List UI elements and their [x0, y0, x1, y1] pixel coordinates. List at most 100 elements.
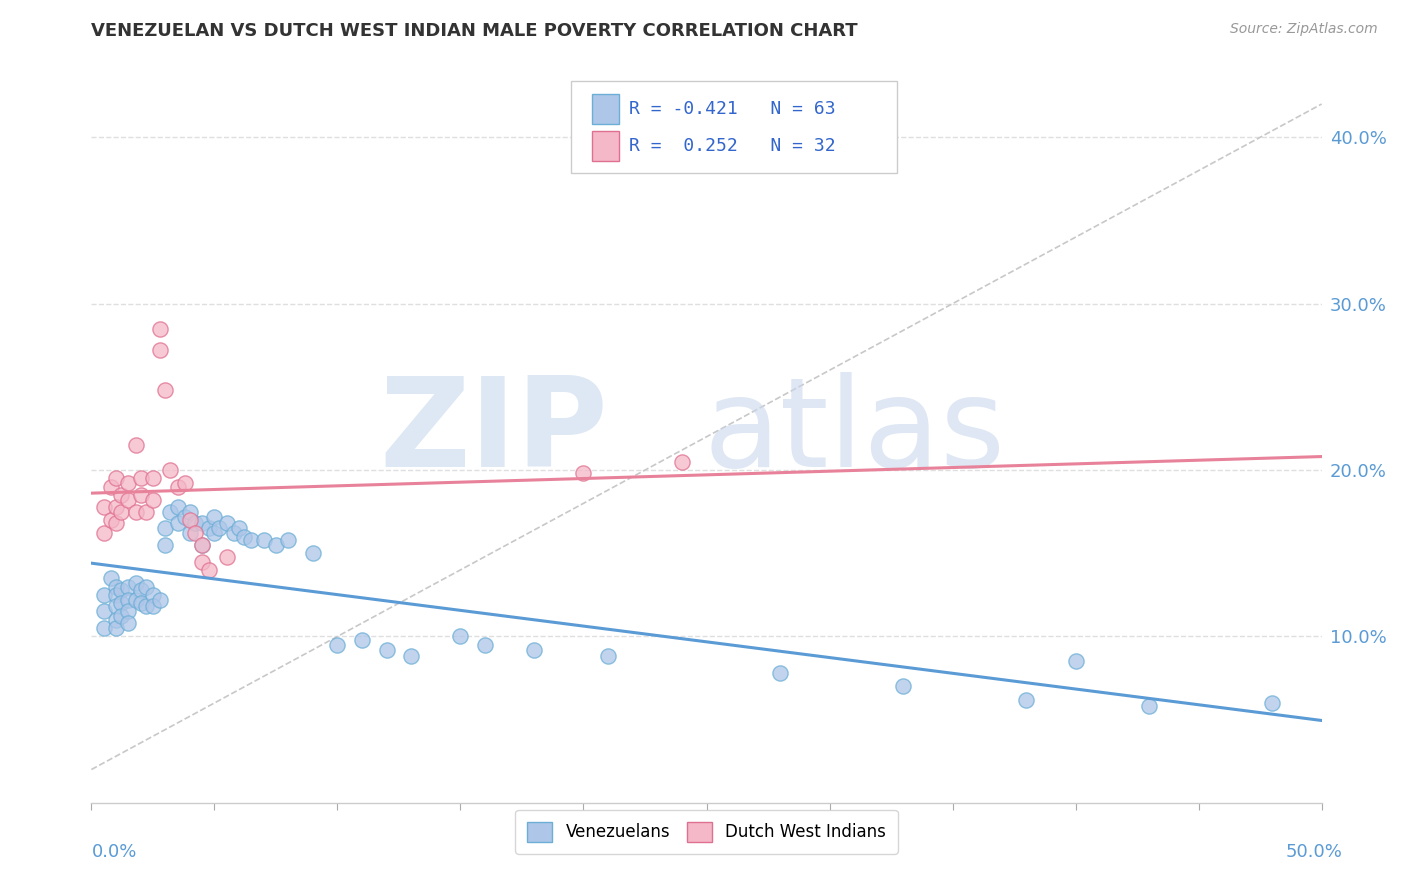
Point	[142, 588, 165, 602]
Point	[153, 538, 177, 552]
Point	[105, 613, 127, 627]
Text: R =  0.252   N = 32: R = 0.252 N = 32	[628, 137, 835, 155]
Point	[352, 632, 374, 647]
Point	[1261, 696, 1284, 710]
Point	[93, 500, 115, 514]
Point	[523, 642, 546, 657]
Point	[110, 609, 132, 624]
Point	[117, 616, 139, 631]
Text: ZIP: ZIP	[380, 372, 607, 493]
Point	[149, 321, 172, 335]
Point	[375, 642, 398, 657]
Point	[222, 526, 246, 541]
Point	[183, 516, 207, 531]
Point	[100, 480, 122, 494]
Point	[100, 571, 122, 585]
Point	[110, 488, 132, 502]
Point	[93, 621, 115, 635]
Point	[117, 592, 139, 607]
Point	[326, 638, 349, 652]
Point	[1139, 699, 1161, 714]
Point	[129, 471, 152, 485]
Point	[135, 599, 156, 614]
Point	[142, 599, 165, 614]
Point	[149, 592, 172, 607]
Point	[202, 509, 225, 524]
Point	[105, 500, 127, 514]
Point	[124, 576, 146, 591]
Point	[191, 516, 214, 531]
Point	[110, 505, 132, 519]
Point	[129, 582, 152, 597]
Text: 0.0%: 0.0%	[91, 843, 136, 861]
Text: R = -0.421   N = 63: R = -0.421 N = 63	[628, 100, 835, 118]
Point	[135, 505, 156, 519]
Point	[1015, 692, 1038, 706]
Bar	[592, 95, 619, 124]
Point	[596, 649, 619, 664]
Point	[215, 549, 238, 564]
Point	[215, 516, 238, 531]
Point	[135, 580, 156, 594]
Point	[105, 580, 127, 594]
Point	[191, 555, 214, 569]
Point	[124, 592, 146, 607]
Point	[166, 516, 188, 531]
Point	[166, 480, 188, 494]
FancyBboxPatch shape	[571, 81, 897, 173]
Point	[117, 476, 139, 491]
Point	[159, 463, 181, 477]
Point	[179, 505, 201, 519]
Point	[179, 513, 201, 527]
Point	[198, 563, 221, 577]
Point	[572, 467, 595, 481]
Point	[301, 546, 323, 560]
Point	[253, 533, 276, 547]
Point	[93, 526, 115, 541]
Point	[124, 438, 146, 452]
Point	[240, 533, 263, 547]
Point	[474, 638, 496, 652]
Point	[174, 476, 197, 491]
Point	[159, 505, 181, 519]
Point	[149, 343, 172, 358]
Point	[277, 533, 299, 547]
Point	[232, 530, 256, 544]
Point	[129, 488, 152, 502]
Point	[891, 679, 914, 693]
Point	[105, 516, 127, 531]
Point	[105, 599, 127, 614]
Point	[179, 526, 201, 541]
Point	[198, 521, 221, 535]
Point	[228, 521, 250, 535]
Bar	[592, 131, 619, 161]
Point	[153, 521, 177, 535]
Text: 50.0%: 50.0%	[1286, 843, 1343, 861]
Point	[105, 471, 127, 485]
Text: Source: ZipAtlas.com: Source: ZipAtlas.com	[1230, 22, 1378, 37]
Point	[202, 526, 225, 541]
Point	[191, 538, 214, 552]
Point	[449, 629, 471, 643]
Point	[117, 580, 139, 594]
Point	[93, 588, 115, 602]
Point	[124, 505, 146, 519]
Point	[183, 526, 207, 541]
Point	[142, 471, 165, 485]
Legend: Venezuelans, Dutch West Indians: Venezuelans, Dutch West Indians	[516, 810, 897, 854]
Point	[671, 455, 693, 469]
Text: atlas: atlas	[703, 372, 1005, 493]
Text: VENEZUELAN VS DUTCH WEST INDIAN MALE POVERTY CORRELATION CHART: VENEZUELAN VS DUTCH WEST INDIAN MALE POV…	[91, 22, 858, 40]
Point	[117, 493, 139, 508]
Point	[208, 521, 231, 535]
Point	[153, 383, 177, 397]
Point	[117, 605, 139, 619]
Point	[105, 588, 127, 602]
Point	[110, 596, 132, 610]
Point	[93, 605, 115, 619]
Point	[1064, 654, 1087, 668]
Point	[166, 500, 188, 514]
Point	[100, 513, 122, 527]
Point	[142, 493, 165, 508]
Point	[264, 538, 287, 552]
